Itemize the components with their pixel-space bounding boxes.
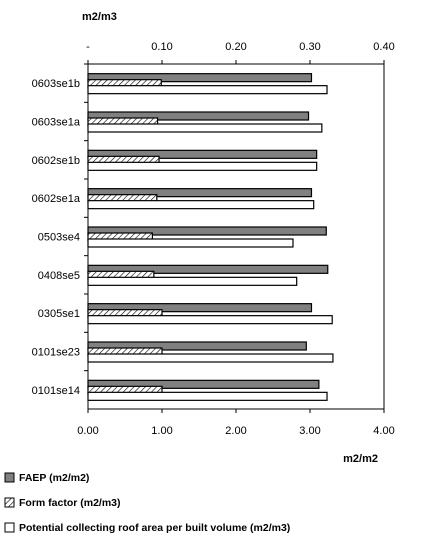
bar-faep <box>87 226 327 236</box>
bar-faep <box>87 264 329 274</box>
category-label: 0602se1a <box>32 193 81 205</box>
bar-faep <box>87 303 313 313</box>
category-label: 0602se1b <box>32 155 80 167</box>
legend: FAEP (m2/m2) Form factor (m2/m3) Potential… <box>4 472 290 534</box>
top-tick-label: - <box>86 41 90 53</box>
legend-label: Potential collecting roof area per built… <box>19 522 290 534</box>
legend-swatch <box>4 472 15 483</box>
bar-roof-area-per-volume <box>87 315 333 325</box>
bar-roof-area-per-volume <box>87 353 334 363</box>
bar-roof-area-per-volume <box>87 161 318 171</box>
bar-roof-area-per-volume <box>87 391 328 401</box>
bar-roof-area-per-volume <box>87 276 298 286</box>
top-tick-label: 0.30 <box>299 41 320 53</box>
bottom-tick-label: 2.00 <box>225 425 246 437</box>
legend-label: FAEP (m2/m2) <box>19 472 89 484</box>
category-label: 0408se5 <box>38 270 80 282</box>
bar-faep <box>87 341 307 351</box>
category-label: 0305se1 <box>38 308 80 320</box>
bar-faep <box>87 111 310 121</box>
category-label: 0603se1b <box>32 78 80 90</box>
bar-roof-area-per-volume <box>87 238 294 248</box>
bottom-axis: 0.00 1.00 2.00 3.00 4.00 <box>77 409 395 437</box>
top-tick-label: 0.40 <box>373 41 394 53</box>
top-tick-label: 0.10 <box>151 41 172 53</box>
bottom-axis-label: m2/m2 <box>343 453 378 465</box>
bar-roof-area-per-volume <box>87 200 315 210</box>
category-label: 0603se1a <box>32 117 81 129</box>
bottom-tick-label: 0.00 <box>77 425 98 437</box>
bars <box>87 73 334 401</box>
top-axis-label: m2/m3 <box>82 11 117 23</box>
bar-faep <box>87 73 313 83</box>
legend-swatch <box>4 497 15 508</box>
legend-label: Form factor (m2/m3) <box>19 497 121 509</box>
top-tick-label: 0.20 <box>225 41 246 53</box>
top-axis: - 0.10 0.20 0.30 0.40 <box>86 41 395 64</box>
category-label: 0101se14 <box>32 385 80 397</box>
bar-faep <box>87 379 320 389</box>
bottom-tick-label: 1.00 <box>151 425 172 437</box>
bar-roof-area-per-volume <box>87 85 328 95</box>
legend-swatch <box>4 522 15 533</box>
category-labels: 0603se1b 0603se1a 0602se1b 0602se1a 0503se4 0… <box>32 63 88 397</box>
category-label: 0503se4 <box>38 232 80 244</box>
bar-faep <box>87 149 318 159</box>
bar-roof-area-per-volume <box>87 123 323 133</box>
bottom-tick-label: 4.00 <box>373 425 394 437</box>
bottom-tick-label: 3.00 <box>299 425 320 437</box>
category-label: 0101se23 <box>32 347 80 359</box>
bar-faep <box>87 188 313 198</box>
